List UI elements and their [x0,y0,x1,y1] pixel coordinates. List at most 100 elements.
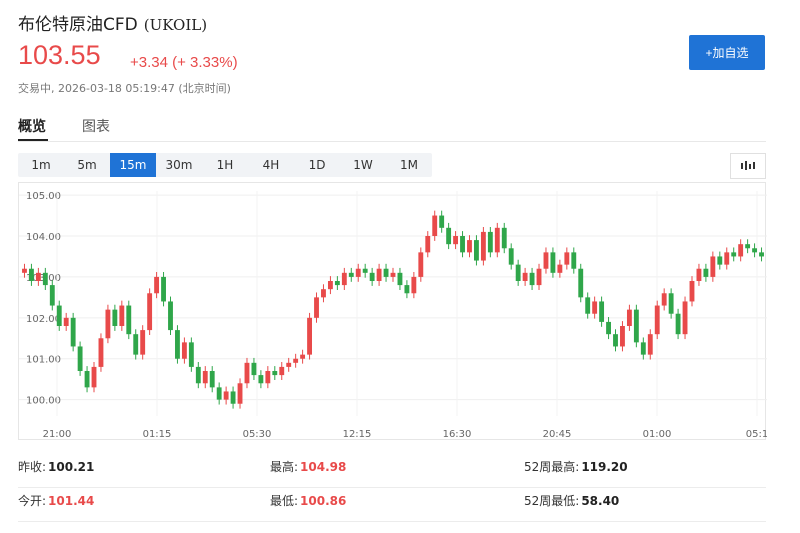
interval-4h[interactable]: 4H [262,158,280,172]
y-tick-label: 100.00 [26,396,61,407]
wk52-low-value: 58.40 [581,494,620,508]
candle-body [640,342,646,355]
wk52-high-stat: 52周最高: 119.20 [524,460,628,474]
candle-body [668,293,674,314]
low-stat: 最低: 100.86 [270,494,347,508]
candle-body [119,305,125,326]
x-tick-label: 16:30 [443,429,472,440]
x-tick-label: 01:00 [643,429,672,440]
candle-body [390,272,396,277]
candle-body [759,252,764,257]
interval-30m[interactable]: 30m [165,158,193,172]
candle-body [369,272,375,281]
candle-body [710,256,716,277]
candle-body [91,366,97,388]
candle-body [181,342,187,359]
trading-status: 交易中, 2026-03-18 05:19:47 (北京时间) [18,82,231,95]
candle-body [63,317,69,326]
prev-close-value: 100.21 [48,460,95,474]
current-price: 103.55 [18,40,101,70]
x-tick-label: 01:15 [143,429,172,440]
quote-stats: 昨收: 100.21 最高: 104.98 52周最高: 119.20 今开: 101.… [18,454,766,522]
interval-15m[interactable]: 15m [110,153,156,177]
candle-body [286,362,292,367]
candle-body [529,272,535,286]
candle-body [453,236,459,245]
candle-body [731,252,737,257]
candle-body [321,289,326,298]
price-change: +3.34 (+ 3.33%) [130,54,238,71]
candle-body [251,362,257,376]
candle-body [307,317,312,355]
open-stat: 今开: 101.44 [18,494,95,508]
candle-body [147,293,153,331]
candle-body [522,272,528,281]
candle-body [501,227,507,249]
candle-body [230,391,236,404]
active-tab-indicator [18,139,48,141]
y-tick-label: 101.00 [26,355,61,366]
interval-5m[interactable]: 5m [77,158,97,172]
y-tick-label: 104.00 [26,232,61,243]
candle-body [98,338,104,367]
tab-chart[interactable]: 图表 [82,119,110,135]
candle-body [216,387,222,400]
candle-body [515,264,521,281]
x-tick-label: 20:45 [543,429,572,440]
candle-body [105,309,111,339]
candle-body [22,268,27,273]
candle-body [411,276,417,294]
stats-row: 昨收: 100.21 最高: 104.98 52周最高: 119.20 [18,454,766,488]
candle-body [724,252,730,265]
candle-body [202,371,208,384]
candle-body [467,240,472,253]
candle-body [585,297,591,314]
candle-body [613,334,618,347]
interval-1m[interactable]: 1m [31,158,51,172]
candle-body [508,248,514,265]
candle-body [195,366,201,384]
candle-body [154,276,160,294]
candle-body [599,301,605,322]
interval-1h[interactable]: 1H [216,158,234,172]
candle-body [543,252,549,269]
candle-body [606,321,611,335]
interval-1mo[interactable]: 1M [400,158,418,172]
candle-body [77,346,83,371]
candlestick-chart: 105.00104.00103.00102.00101.00100.0021:0… [19,191,767,440]
x-tick-label: 05:1 [746,429,767,440]
price-chart[interactable]: 105.00104.00103.00102.00101.00100.0021:0… [18,182,767,440]
candle-body [237,383,243,404]
chart-type-icon[interactable] [730,153,766,179]
candle-body [738,244,744,257]
open-value: 101.44 [48,494,95,508]
add-watchlist-button[interactable]: +加自选 [689,35,765,70]
candle-body [168,301,173,331]
candle-body [571,252,577,269]
tab-divider [18,141,766,142]
candle-body [334,281,340,286]
candle-body [703,268,709,277]
candle-body [439,215,445,228]
interval-1w[interactable]: 1W [353,158,373,172]
candle-body [42,272,48,286]
wk52-high-value: 119.20 [581,460,628,474]
candle-body [265,371,271,384]
candle-body [654,305,660,335]
candle-body [480,231,486,261]
tab-overview[interactable]: 概览 [18,119,46,135]
instrument-name: 布伦特原油CFD [18,15,138,35]
candle-body [418,252,424,277]
candle-body [28,268,34,281]
interval-1d[interactable]: 1D [308,158,326,172]
candle-body [432,215,438,236]
candle-body [661,293,667,306]
candle-body [376,268,382,281]
candle-body [626,309,632,326]
high-value: 104.98 [300,460,347,474]
low-value: 100.86 [300,494,347,508]
x-tick-label: 12:15 [343,429,372,440]
y-tick-label: 102.00 [26,314,61,325]
y-tick-label: 105.00 [26,191,61,202]
candle-body [383,268,389,277]
